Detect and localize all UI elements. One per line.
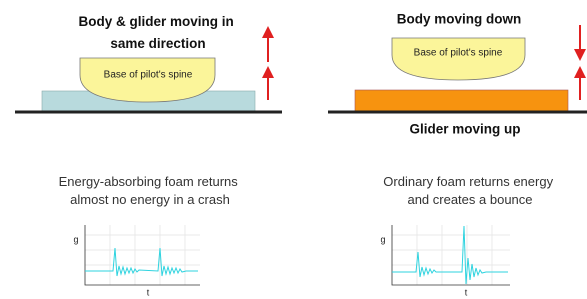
caption-line: and creates a bounce (407, 192, 532, 207)
title-line: same direction (110, 36, 205, 51)
y-axis-label: g (73, 234, 78, 244)
x-axis-label: t (465, 287, 468, 297)
title-line: Body & glider moving in (78, 14, 233, 29)
left-title: Body & glider moving in same direction (78, 14, 237, 51)
caption-line: Ordinary foam returns energy (383, 174, 553, 189)
y-axis-label: g (380, 234, 385, 244)
graph-axes (85, 225, 200, 285)
spine-label: Base of pilot's spine (104, 70, 193, 81)
graph-grid (392, 225, 510, 285)
diagram: Body & glider moving in same direction B… (0, 0, 587, 299)
caption-line: Energy-absorbing foam returns (59, 174, 239, 189)
x-axis-label: t (147, 287, 150, 297)
left-caption: Energy-absorbing foam returns almost no … (59, 174, 242, 207)
spine-label: Base of pilot's spine (414, 48, 503, 59)
glider-slab (355, 90, 568, 111)
spine-shape (392, 38, 525, 80)
right-title: Body moving down (397, 12, 522, 27)
caption-line: almost no energy in a crash (70, 192, 230, 207)
right-caption: Ordinary foam returns energy and creates… (383, 174, 556, 207)
graph-grid (85, 225, 200, 285)
waveform (85, 248, 198, 276)
right-bottom-label: Glider moving up (409, 122, 520, 137)
